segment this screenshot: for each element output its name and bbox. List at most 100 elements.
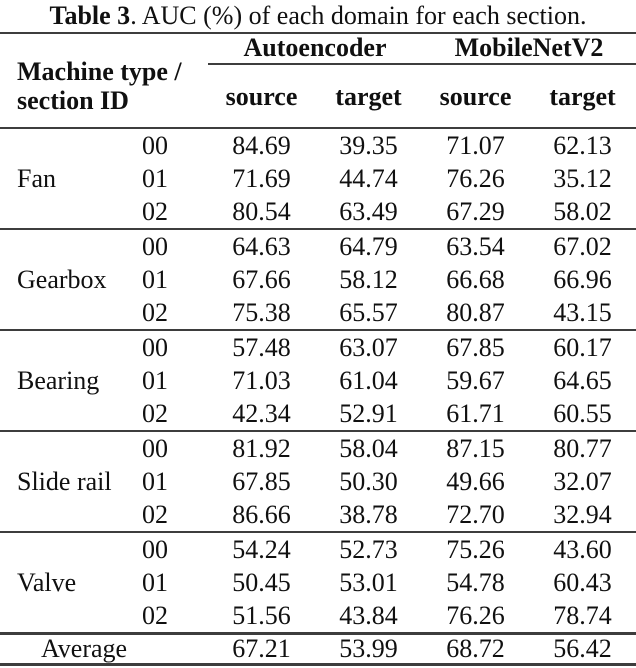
- auc-value: 63.07: [315, 329, 423, 364]
- section-id: 00: [118, 127, 208, 162]
- column-group-mobilenetv2: MobileNetV2: [422, 33, 636, 65]
- auc-value: 67.02: [529, 228, 636, 263]
- average-row: Average 67.21 53.99 68.72 56.42: [0, 632, 636, 665]
- section-id: 00: [118, 329, 208, 364]
- auc-value: 75.38: [232, 298, 291, 327]
- auc-value: 64.79: [315, 228, 423, 263]
- table-caption-text: . AUC (%) of each domain for each sectio…: [130, 1, 587, 30]
- machine-type-header-line2: section ID: [17, 85, 129, 115]
- table-row: 01 50.45 53.01 54.78 60.43: [0, 566, 636, 599]
- section-id: 02: [142, 197, 168, 226]
- auc-value: 71.03: [232, 366, 291, 395]
- section-id: 02: [142, 399, 168, 428]
- section-id: 00: [118, 531, 208, 566]
- auc-value: 58.04: [315, 430, 423, 465]
- auc-value: 43.15: [553, 298, 612, 327]
- table-row: 01 71.69 44.74 76.26 35.12: [0, 162, 636, 195]
- column-header-ae-source: source: [208, 64, 315, 129]
- auc-value: 65.57: [339, 298, 398, 327]
- auc-value: 87.15: [422, 430, 530, 465]
- table-row: 02 51.56 43.84 76.26 78.74: [0, 599, 636, 634]
- section-id: 01: [142, 164, 168, 193]
- column-header-mn-source: source: [422, 64, 530, 129]
- machine-section-header: Machine type / section ID: [0, 33, 208, 129]
- table-row: Valve 00 54.24 52.73 75.26 43.60: [0, 531, 636, 634]
- auc-value: 42.34: [232, 399, 291, 428]
- column-group-autoencoder: Autoencoder: [208, 33, 423, 65]
- column-header-mn-target: target: [529, 64, 636, 129]
- average-value: 56.42: [529, 632, 636, 665]
- auc-value: 66.96: [553, 265, 612, 294]
- auc-value: 64.65: [553, 366, 612, 395]
- average-label: Average: [0, 632, 208, 665]
- auc-value: 76.26: [446, 601, 505, 630]
- auc-value: 67.85: [232, 467, 291, 496]
- table-row: Gearbox 00 64.63 64.79 63.54 67.02: [0, 228, 636, 330]
- machine-type-label: Fan: [0, 127, 118, 229]
- auc-value: 54.78: [446, 568, 505, 597]
- auc-value: 52.91: [339, 399, 398, 428]
- column-header-ae-target: target: [315, 64, 423, 129]
- table-row: 01 71.03 61.04 59.67 64.65: [0, 364, 636, 397]
- auc-value: 38.78: [339, 500, 398, 529]
- table-row: 01 67.66 58.12 66.68 66.96: [0, 263, 636, 296]
- auc-value: 61.71: [446, 399, 505, 428]
- auc-value: 60.17: [529, 329, 636, 364]
- auc-value: 63.54: [422, 228, 530, 263]
- auc-value: 32.94: [553, 500, 612, 529]
- auc-value: 43.60: [529, 531, 636, 566]
- table-row: 02 42.34 52.91 61.71 60.55: [0, 397, 636, 431]
- auc-value: 64.63: [208, 228, 315, 263]
- table-row: 02 75.38 65.57 80.87 43.15: [0, 296, 636, 330]
- auc-value: 54.24: [208, 531, 315, 566]
- auc-value: 58.12: [339, 265, 398, 294]
- auc-value: 67.85: [422, 329, 530, 364]
- auc-value: 62.13: [529, 127, 636, 162]
- table-row: 01 67.85 50.30 49.66 32.07: [0, 465, 636, 498]
- auc-value: 71.69: [232, 164, 291, 193]
- group-header-row: Machine type / section ID Autoencoder Mo…: [0, 33, 636, 129]
- auc-value: 80.87: [446, 298, 505, 327]
- table-row: 02 80.54 63.49 67.29 58.02: [0, 195, 636, 229]
- section-id: 01: [142, 467, 168, 496]
- auc-value: 35.12: [553, 164, 612, 193]
- auc-value: 50.30: [339, 467, 398, 496]
- auc-value: 50.45: [232, 568, 291, 597]
- auc-value: 66.68: [446, 265, 505, 294]
- auc-value: 76.26: [446, 164, 505, 193]
- auc-value: 43.84: [339, 601, 398, 630]
- auc-value: 58.02: [553, 197, 612, 226]
- section-id: 02: [142, 601, 168, 630]
- auc-value: 52.73: [315, 531, 423, 566]
- table-row: Bearing 00 57.48 63.07 67.85 60.17: [0, 329, 636, 431]
- section-id: 00: [118, 430, 208, 465]
- auc-value: 71.07: [422, 127, 530, 162]
- auc-value: 53.01: [339, 568, 398, 597]
- auc-value: 60.55: [553, 399, 612, 428]
- subcolumn-header-row: source target source target: [0, 64, 636, 129]
- auc-value: 61.04: [339, 366, 398, 395]
- auc-value: 81.92: [208, 430, 315, 465]
- table-row: 02 86.66 38.78 72.70 32.94: [0, 498, 636, 532]
- machine-type-header-line1: Machine type /: [17, 56, 182, 86]
- auc-value: 75.26: [422, 531, 530, 566]
- section-id: 01: [142, 366, 168, 395]
- auc-value: 57.48: [208, 329, 315, 364]
- section-id: 02: [142, 500, 168, 529]
- average-value: 68.72: [422, 632, 530, 665]
- auc-value: 80.54: [232, 197, 291, 226]
- auc-value: 39.35: [315, 127, 423, 162]
- table-row: Fan 00 84.69 39.35 71.07 62.13: [0, 127, 636, 229]
- auc-value: 86.66: [232, 500, 291, 529]
- auc-value: 84.69: [208, 127, 315, 162]
- section-id: 02: [142, 298, 168, 327]
- section-id: 01: [142, 568, 168, 597]
- auc-value: 78.74: [553, 601, 612, 630]
- table-caption: Table 3. AUC (%) of each domain for each…: [0, 0, 636, 32]
- average-value: 53.99: [315, 632, 423, 665]
- machine-type-label: Valve: [0, 531, 118, 634]
- auc-value: 72.70: [446, 500, 505, 529]
- table-caption-number: Table 3: [49, 1, 131, 30]
- auc-value: 49.66: [446, 467, 505, 496]
